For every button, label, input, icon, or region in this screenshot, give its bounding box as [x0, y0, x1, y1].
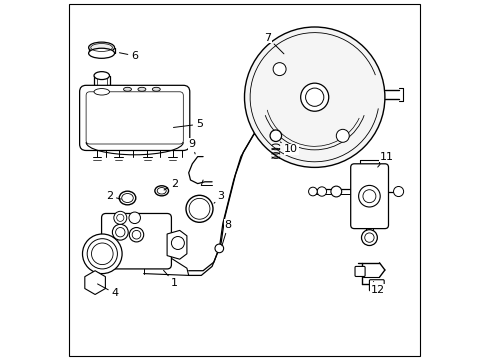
- Text: 9: 9: [188, 139, 196, 154]
- Circle shape: [117, 214, 123, 221]
- Text: 3: 3: [214, 191, 224, 203]
- Text: 8: 8: [222, 220, 231, 246]
- Circle shape: [269, 130, 281, 141]
- Text: 7: 7: [264, 33, 284, 54]
- Circle shape: [317, 187, 326, 196]
- Circle shape: [308, 187, 317, 196]
- Ellipse shape: [122, 194, 133, 202]
- Ellipse shape: [94, 89, 109, 95]
- Circle shape: [273, 63, 285, 76]
- FancyBboxPatch shape: [80, 85, 189, 150]
- Circle shape: [305, 88, 323, 106]
- Ellipse shape: [123, 87, 131, 91]
- Ellipse shape: [138, 87, 145, 91]
- Circle shape: [112, 224, 128, 240]
- Circle shape: [215, 244, 223, 253]
- Text: 12: 12: [370, 282, 384, 295]
- Circle shape: [300, 83, 328, 111]
- Text: 6: 6: [119, 51, 138, 61]
- Circle shape: [358, 185, 380, 207]
- Text: 5: 5: [173, 119, 203, 129]
- Ellipse shape: [155, 186, 168, 196]
- Ellipse shape: [88, 42, 114, 53]
- Polygon shape: [84, 271, 105, 294]
- FancyBboxPatch shape: [368, 280, 384, 291]
- Circle shape: [129, 212, 140, 224]
- Text: 2: 2: [106, 191, 121, 201]
- Ellipse shape: [88, 48, 114, 58]
- Circle shape: [88, 275, 102, 290]
- Text: 1: 1: [163, 270, 178, 288]
- Circle shape: [336, 129, 348, 142]
- Text: 4: 4: [97, 284, 118, 298]
- Circle shape: [114, 211, 126, 224]
- Circle shape: [129, 228, 143, 242]
- Ellipse shape: [157, 188, 166, 194]
- Circle shape: [171, 237, 184, 249]
- Circle shape: [361, 230, 377, 246]
- Circle shape: [393, 186, 403, 197]
- Ellipse shape: [119, 191, 136, 205]
- FancyBboxPatch shape: [102, 213, 171, 269]
- Ellipse shape: [94, 72, 109, 80]
- Ellipse shape: [189, 198, 209, 219]
- Circle shape: [364, 233, 373, 242]
- Circle shape: [82, 234, 122, 274]
- Circle shape: [91, 278, 99, 287]
- Circle shape: [115, 228, 125, 237]
- Circle shape: [362, 190, 375, 203]
- FancyBboxPatch shape: [354, 266, 365, 276]
- Circle shape: [330, 186, 341, 197]
- Text: 11: 11: [377, 152, 393, 167]
- Circle shape: [132, 230, 141, 239]
- Text: 10: 10: [280, 142, 298, 154]
- Circle shape: [91, 243, 113, 265]
- Ellipse shape: [185, 195, 213, 222]
- Circle shape: [244, 27, 384, 167]
- FancyBboxPatch shape: [350, 164, 387, 229]
- Polygon shape: [167, 230, 186, 259]
- Circle shape: [87, 239, 117, 269]
- Text: 2: 2: [163, 179, 178, 190]
- Ellipse shape: [152, 87, 160, 91]
